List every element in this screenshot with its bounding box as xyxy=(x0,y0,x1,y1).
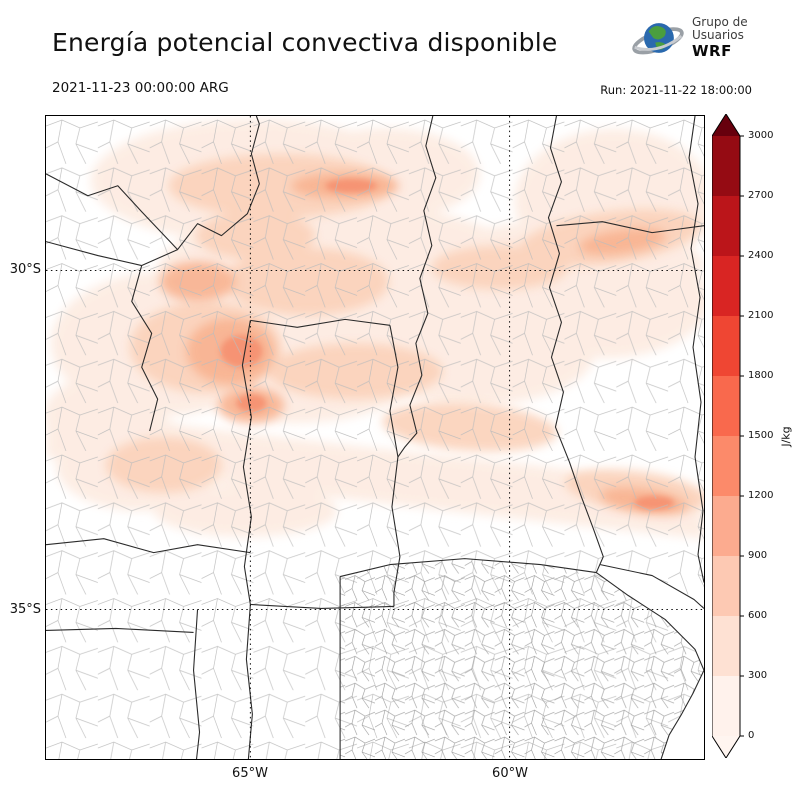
colorbar-tick-2700: 2700 xyxy=(748,190,774,201)
logo-wrf-label: WRF xyxy=(692,42,732,61)
valid-time-label: 2021-11-23 00:00:00 ARG xyxy=(52,80,229,96)
lon-label-60w: 60°W xyxy=(492,766,528,781)
colorbar-tick-2100: 2100 xyxy=(748,310,774,321)
colorbar-segments xyxy=(712,136,740,736)
gridlines xyxy=(46,116,704,759)
water xyxy=(596,564,704,759)
lat-label-30s: 30°S xyxy=(9,262,41,277)
cape-map xyxy=(46,116,704,759)
logo-line-1: Grupo de xyxy=(692,14,748,29)
run-time-label: Run: 2021-11-22 18:00:00 xyxy=(600,83,752,97)
map-area xyxy=(45,115,705,760)
lat-label-35s: 35°S xyxy=(9,602,41,617)
lon-label-65w: 65°W xyxy=(232,766,268,781)
colorbar-tick-1500: 1500 xyxy=(748,430,774,441)
colorbar-under-arrow xyxy=(712,736,740,758)
colorbar-tick-1200: 1200 xyxy=(748,490,774,501)
colorbar xyxy=(712,114,744,758)
page-title: Energía potencial convectiva disponible xyxy=(52,28,558,57)
colorbar-tick-0: 0 xyxy=(748,730,755,741)
colorbar-tick-marks xyxy=(740,135,744,737)
wrf-logo: Grupo de Usuarios WRF xyxy=(630,10,748,66)
colorbar-tick-3000: 3000 xyxy=(748,130,774,141)
logo-text: Grupo de Usuarios WRF xyxy=(692,14,748,61)
colorbar-tick-600: 600 xyxy=(748,610,768,621)
colorbar-unit-label: J/kg xyxy=(779,426,793,447)
globe-icon xyxy=(632,23,684,55)
colorbar-tick-1800: 1800 xyxy=(748,370,774,381)
department-borders-dense-buenos-aires xyxy=(340,558,704,759)
colorbar-tick-2400: 2400 xyxy=(748,250,774,261)
colorbar-tick-900: 900 xyxy=(748,550,768,561)
logo-line-2: Usuarios xyxy=(692,28,744,43)
colorbar-tick-300: 300 xyxy=(748,670,768,681)
colorbar-over-arrow xyxy=(712,114,740,136)
province-borders xyxy=(46,116,704,759)
